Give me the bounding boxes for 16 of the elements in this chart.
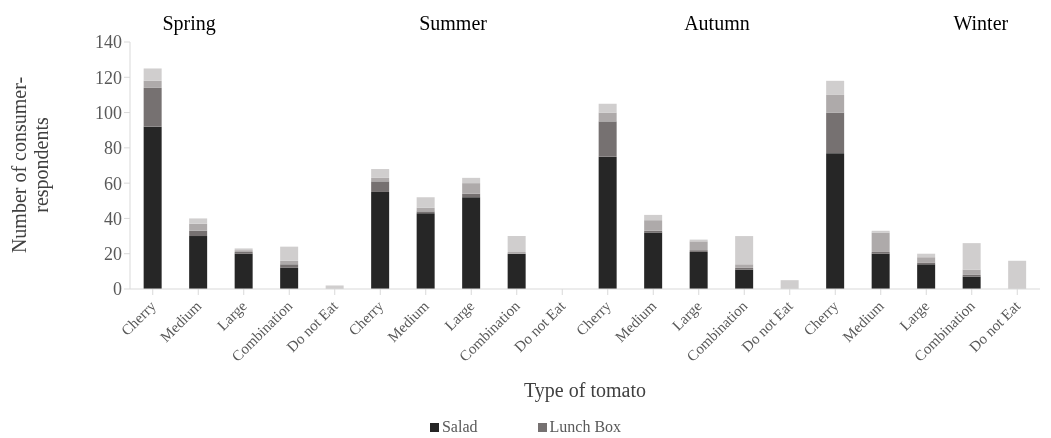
y-tick-label: 60	[104, 173, 122, 194]
text: Autumn	[683, 12, 751, 35]
y-tick-label: 100	[95, 102, 122, 123]
y-tick-label: 20	[104, 244, 122, 265]
y-tick-label: 80	[104, 138, 122, 159]
legend-label: Salad	[440, 418, 478, 436]
y-tick-label: 0	[113, 279, 122, 300]
text: Summer	[418, 12, 488, 35]
text: Winter	[952, 12, 1010, 35]
y-axis-title: Number of consumer-respondents	[8, 75, 52, 256]
legend-label: Lunch Box	[548, 418, 622, 436]
y-tick-label: 40	[104, 208, 122, 229]
y-tick-label: 120	[95, 67, 122, 88]
y-tick-label: 140	[95, 32, 122, 53]
x-axis-title: Type of tomato	[524, 379, 646, 402]
text: Spring	[161, 12, 217, 35]
